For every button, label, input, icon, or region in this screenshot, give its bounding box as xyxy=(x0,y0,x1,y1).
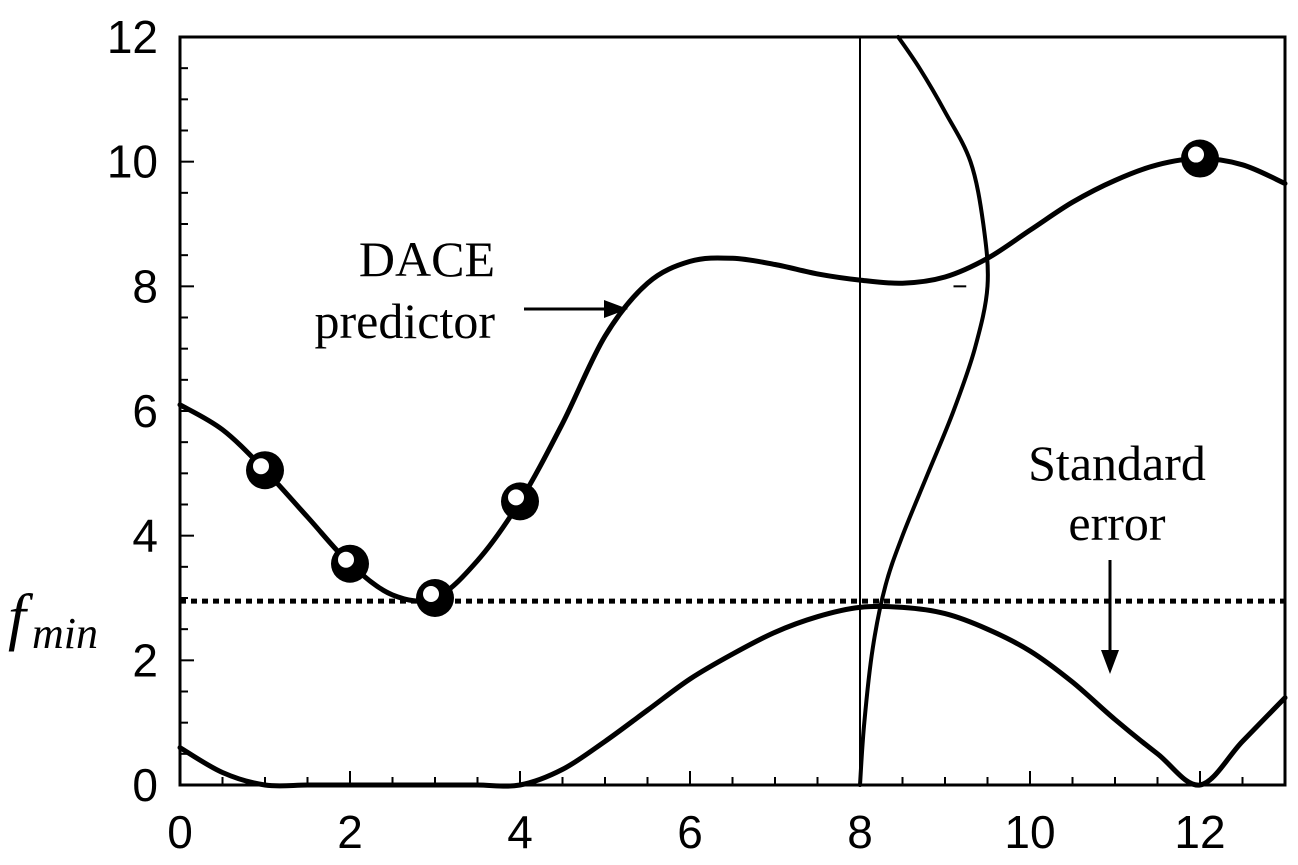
y-tick-label: 2 xyxy=(132,634,158,686)
dace-label-line2: predictor xyxy=(315,293,496,349)
x-tick-label: 4 xyxy=(507,806,533,858)
y-tick-label: 6 xyxy=(132,385,158,437)
observed-point-highlight xyxy=(253,458,269,475)
dace-arrow-head xyxy=(604,300,628,318)
x-tick-label: 12 xyxy=(1174,806,1225,858)
observed-point-highlight xyxy=(338,551,354,568)
standard-error-label-line2: error xyxy=(1068,495,1165,551)
standard-error-line xyxy=(177,603,1288,789)
marks-layer xyxy=(177,35,1288,789)
y-tick-label: 10 xyxy=(107,136,158,188)
x-tick-labels: 0 2 4 6 8 10 12 xyxy=(167,806,1225,858)
fmin-label-sub: min xyxy=(32,609,98,658)
fmin-label-f: f xyxy=(8,581,34,652)
x-tick-label: 2 xyxy=(337,806,363,858)
x-tick-label: 0 xyxy=(167,806,193,858)
observed-point-highlight xyxy=(1188,146,1204,163)
x-tick-label: 10 xyxy=(1004,806,1055,858)
y-tick-label: 12 xyxy=(107,11,158,63)
plot-frame xyxy=(178,35,1287,787)
y-tick-label: 0 xyxy=(132,759,158,811)
x-tick-label: 6 xyxy=(677,806,703,858)
standard-error-arrow-head xyxy=(1101,650,1119,674)
x-tick-label: 8 xyxy=(847,806,873,858)
dace-predictor-line xyxy=(177,156,1288,604)
y-tick-labels: 0 2 4 6 8 10 12 xyxy=(107,11,158,811)
ticks-layer xyxy=(179,36,1286,786)
observed-point-highlight xyxy=(508,489,524,506)
dace-label-line1: DACE xyxy=(359,231,495,287)
y-tick-label: 8 xyxy=(132,260,158,312)
y-tick-label: 4 xyxy=(132,510,158,562)
standard-error-label-line1: Standard xyxy=(1028,435,1206,491)
observed-point-highlight xyxy=(423,586,439,602)
expected-improvement-line xyxy=(858,35,990,787)
